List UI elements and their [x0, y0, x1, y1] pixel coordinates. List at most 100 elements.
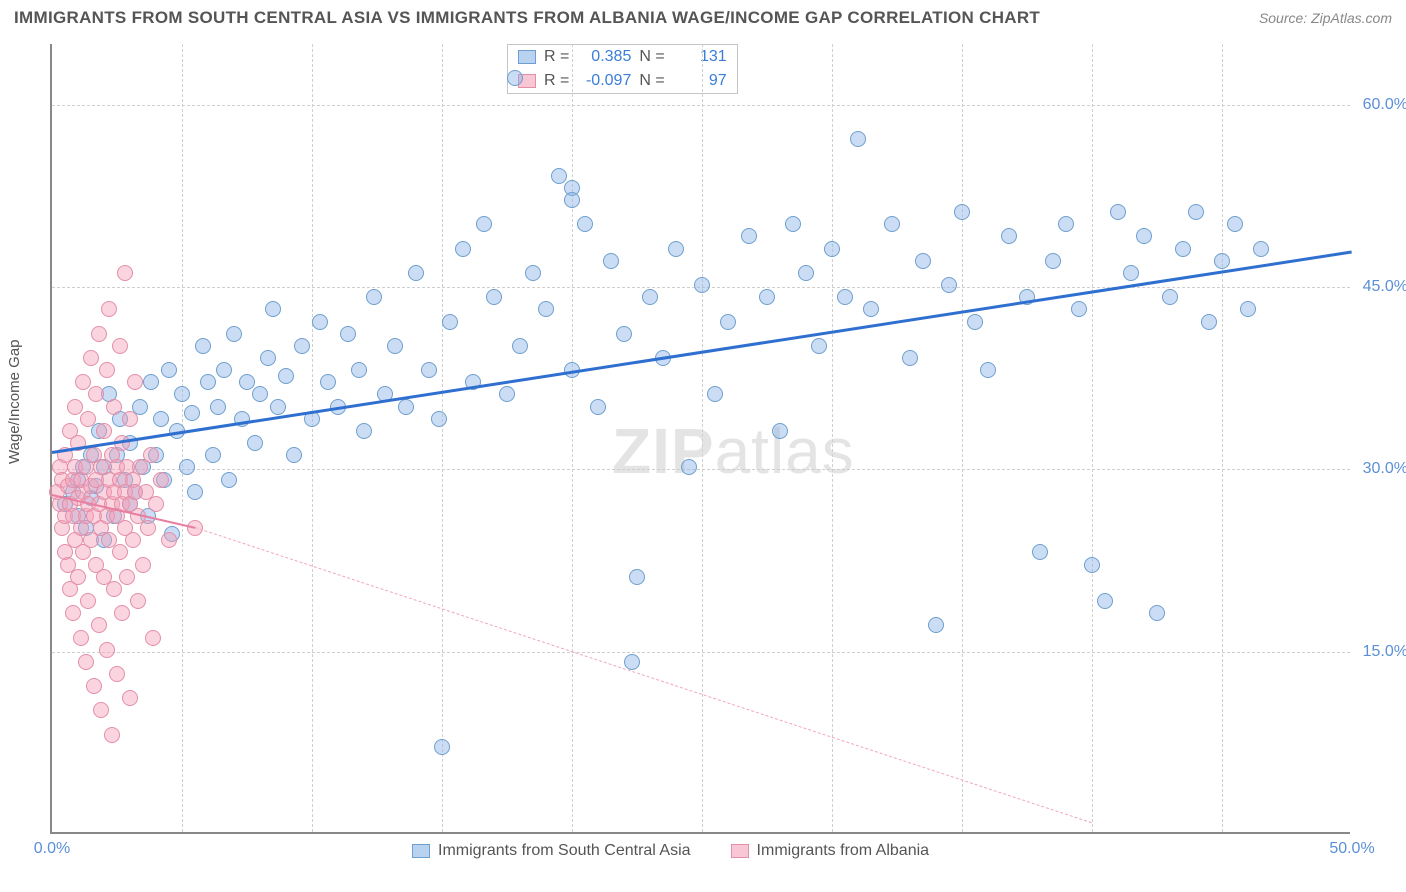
data-point: [507, 70, 523, 86]
data-point: [902, 350, 918, 366]
data-point: [967, 314, 983, 330]
data-point: [408, 265, 424, 281]
data-point: [106, 399, 122, 415]
swatch-blue-icon: [412, 844, 430, 858]
plot-area: ZIPatlas R = 0.385 N = 131 R = -0.097 N …: [50, 44, 1350, 834]
data-point: [239, 374, 255, 390]
data-point: [564, 192, 580, 208]
data-point: [1032, 544, 1048, 560]
data-point: [73, 630, 89, 646]
data-point: [681, 459, 697, 475]
data-point: [143, 447, 159, 463]
gridline-v: [702, 44, 703, 832]
y-axis-label: Wage/Income Gap: [6, 339, 23, 464]
data-point: [270, 399, 286, 415]
data-point: [187, 484, 203, 500]
data-point: [1058, 216, 1074, 232]
data-point: [99, 642, 115, 658]
data-point: [476, 216, 492, 232]
data-point: [837, 289, 853, 305]
y-tick-label: 60.0%: [1356, 96, 1406, 114]
gridline-v: [962, 44, 963, 832]
chart-wrap: Wage/Income Gap ZIPatlas R = 0.385 N = 1…: [0, 34, 1406, 884]
data-point: [184, 405, 200, 421]
data-point: [954, 204, 970, 220]
data-point: [486, 289, 502, 305]
trend-line: [195, 527, 1092, 823]
data-point: [603, 253, 619, 269]
data-point: [265, 301, 281, 317]
data-point: [286, 447, 302, 463]
data-point: [260, 350, 276, 366]
title-bar: IMMIGRANTS FROM SOUTH CENTRAL ASIA VS IM…: [0, 0, 1406, 34]
data-point: [174, 386, 190, 402]
gridline-v: [1092, 44, 1093, 832]
data-point: [340, 326, 356, 342]
gridline-v: [182, 44, 183, 832]
data-point: [78, 654, 94, 670]
data-point: [83, 350, 99, 366]
gridline-h: [52, 652, 1350, 653]
data-point: [153, 411, 169, 427]
data-point: [216, 362, 232, 378]
y-tick-label: 30.0%: [1356, 460, 1406, 478]
gridline-v: [572, 44, 573, 832]
data-point: [642, 289, 658, 305]
gridline-v: [1222, 44, 1223, 832]
data-point: [741, 228, 757, 244]
data-point: [130, 593, 146, 609]
data-point: [1201, 314, 1217, 330]
data-point: [205, 447, 221, 463]
data-point: [312, 314, 328, 330]
data-point: [707, 386, 723, 402]
data-point: [525, 265, 541, 281]
data-point: [590, 399, 606, 415]
data-point: [109, 666, 125, 682]
data-point: [811, 338, 827, 354]
data-point: [91, 617, 107, 633]
data-point: [1001, 228, 1017, 244]
data-point: [101, 301, 117, 317]
data-point: [1097, 593, 1113, 609]
data-point: [785, 216, 801, 232]
data-point: [850, 131, 866, 147]
data-point: [1188, 204, 1204, 220]
data-point: [93, 702, 109, 718]
data-point: [798, 265, 814, 281]
data-point: [694, 277, 710, 293]
data-point: [928, 617, 944, 633]
data-point: [86, 678, 102, 694]
data-point: [114, 605, 130, 621]
data-point: [294, 338, 310, 354]
data-point: [91, 326, 107, 342]
data-point: [624, 654, 640, 670]
watermark: ZIPatlas: [612, 414, 855, 488]
data-point: [387, 338, 403, 354]
data-point: [1227, 216, 1243, 232]
data-point: [434, 739, 450, 755]
data-point: [221, 472, 237, 488]
data-point: [980, 362, 996, 378]
swatch-blue-icon: [518, 50, 536, 64]
data-point: [1162, 289, 1178, 305]
data-point: [1136, 228, 1152, 244]
data-point: [455, 241, 471, 257]
data-point: [772, 423, 788, 439]
data-point: [366, 289, 382, 305]
data-point: [629, 569, 645, 585]
data-point: [80, 593, 96, 609]
data-point: [421, 362, 437, 378]
gridline-v: [312, 44, 313, 832]
chart-title: IMMIGRANTS FROM SOUTH CENTRAL ASIA VS IM…: [14, 8, 1040, 28]
data-point: [320, 374, 336, 390]
data-point: [112, 338, 128, 354]
data-point: [1123, 265, 1139, 281]
data-point: [1175, 241, 1191, 257]
source-label: Source: ZipAtlas.com: [1259, 10, 1392, 26]
data-point: [538, 301, 554, 317]
x-tick-label: 0.0%: [34, 840, 70, 858]
data-point: [140, 520, 156, 536]
data-point: [1214, 253, 1230, 269]
data-point: [117, 265, 133, 281]
data-point: [125, 532, 141, 548]
